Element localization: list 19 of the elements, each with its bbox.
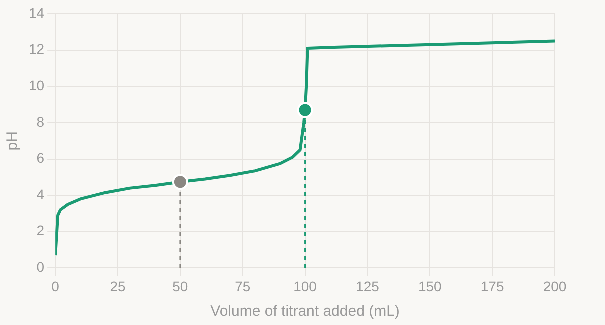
y-tick-label: 0 <box>36 259 45 276</box>
x-tick-label: 200 <box>543 278 567 294</box>
y-tick-label: 8 <box>36 114 45 130</box>
x-tick-label: 0 <box>52 278 60 294</box>
y-axis-title: pH <box>4 132 22 151</box>
y-tick-label: 10 <box>28 77 45 94</box>
y-tick-label: 2 <box>36 222 45 239</box>
x-tick-label: 100 <box>294 278 318 294</box>
y-tick-label: 12 <box>28 41 45 58</box>
x-axis-title: Volume of titrant added (mL) <box>210 303 400 320</box>
y-tick-label: 6 <box>36 150 45 166</box>
y-tick-label: 14 <box>28 4 45 21</box>
x-tick-label: 150 <box>418 278 442 294</box>
y-tick-label: 4 <box>36 186 45 202</box>
x-tick-label: 125 <box>356 278 380 294</box>
x-tick-label: 75 <box>235 278 251 294</box>
x-tick-label: 25 <box>110 278 126 294</box>
x-tick-label: 175 <box>480 278 504 294</box>
x-tick-label: 50 <box>172 278 188 294</box>
